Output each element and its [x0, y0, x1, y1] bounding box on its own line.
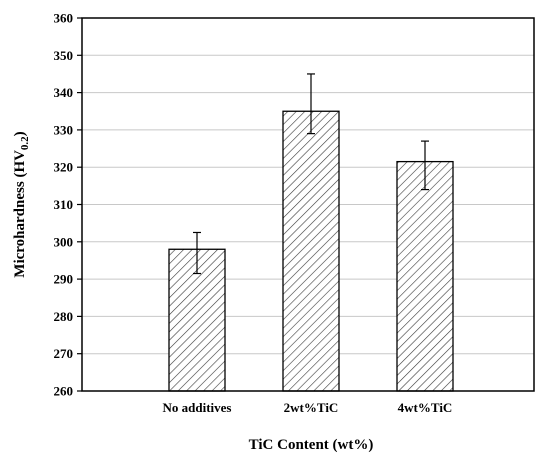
y-axis-title-main: Microhardness (HV — [12, 150, 28, 278]
y-tick-label: 360 — [54, 11, 74, 26]
y-tick-label: 290 — [54, 272, 74, 287]
y-tick-label: 350 — [54, 48, 74, 63]
y-tick-label: 320 — [54, 160, 74, 175]
x-tick-label: 2wt%TiC — [284, 400, 339, 415]
x-tick-label: No additives — [163, 400, 232, 415]
x-axis-title: TiC Content (wt%) — [249, 437, 374, 453]
plot-frame — [81, 17, 535, 392]
y-tick-label: 330 — [54, 122, 74, 137]
axes — [77, 17, 535, 392]
y-tick-label: 260 — [54, 384, 74, 399]
x-tick-label: 4wt%TiC — [398, 400, 453, 415]
y-tick-label: 280 — [54, 309, 74, 324]
bar — [396, 160, 454, 392]
bars — [168, 73, 454, 392]
y-axis-title-subscript: 0.2 — [19, 136, 31, 150]
y-tick-label: 300 — [54, 234, 74, 249]
y-tick-label: 340 — [54, 85, 74, 100]
y-axis-title: Microhardness (HV0.2) — [12, 131, 31, 277]
y-axis-title-close: ) — [12, 131, 28, 136]
y-tick-label: 270 — [54, 346, 74, 361]
tick-labels: 260 270 280 290 300 310 320 330 340 350 360 No addi… — [54, 11, 453, 416]
bar — [282, 110, 340, 392]
y-tick-label: 310 — [54, 197, 74, 212]
